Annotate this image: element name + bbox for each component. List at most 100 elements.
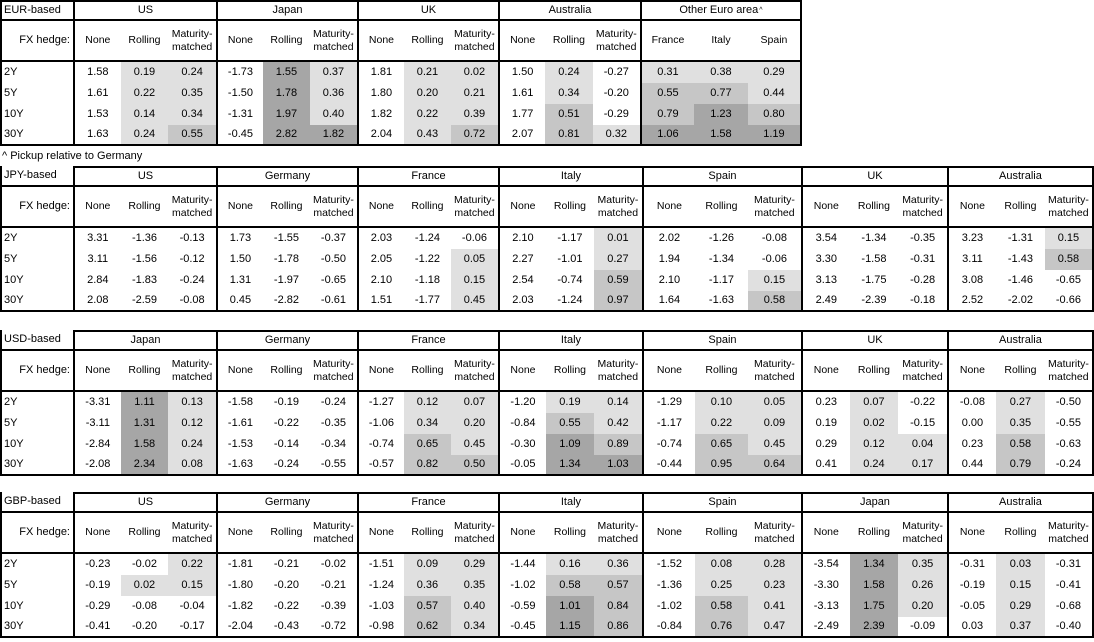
value-cell: 0.35 bbox=[168, 83, 216, 104]
value-cell: -0.04 bbox=[179, 600, 205, 613]
value-cell: -0.19 bbox=[273, 396, 299, 409]
value-cell: 3.31 bbox=[73, 228, 121, 249]
value-cell: 0.57 bbox=[403, 596, 451, 617]
value-cell: -0.40 bbox=[1044, 617, 1094, 638]
col-header: Maturity-matched bbox=[168, 187, 216, 228]
country-header: US bbox=[73, 166, 216, 187]
value-cell: 0.15 bbox=[168, 575, 216, 596]
value-cell: 0.12 bbox=[403, 392, 451, 413]
col-header: None bbox=[73, 187, 121, 228]
value-cell: 2.34 bbox=[120, 455, 169, 476]
col-header: Rolling bbox=[995, 513, 1045, 554]
country-header: Italy bbox=[497, 166, 642, 187]
value-cell: 0.40 bbox=[309, 104, 357, 125]
value-cell: 3.23 bbox=[946, 228, 996, 249]
value-cell: 0.86 bbox=[593, 617, 642, 638]
value-cell: 0.44 bbox=[946, 455, 996, 476]
value-cell: -1.27 bbox=[356, 392, 404, 413]
col-header: Rolling bbox=[545, 513, 594, 554]
col-header: Maturity-matched bbox=[309, 351, 357, 392]
country-header: Japan bbox=[73, 330, 216, 351]
col-header: Maturity-matched bbox=[168, 513, 216, 554]
value-cell: -0.72 bbox=[309, 617, 357, 638]
value-cell: -1.53 bbox=[215, 434, 263, 455]
value-cell: 0.24 bbox=[849, 455, 899, 476]
value-cell: 0.13 bbox=[168, 392, 216, 413]
value-cell: -1.31 bbox=[1007, 232, 1033, 245]
value-cell: 0.39 bbox=[450, 104, 498, 125]
value-cell: 0.08 bbox=[168, 455, 216, 476]
value-cell: -1.36 bbox=[641, 575, 695, 596]
value-cell: -0.84 bbox=[641, 617, 695, 638]
value-cell: -0.22 bbox=[273, 600, 299, 613]
col-header: None bbox=[800, 187, 850, 228]
value-cell: 0.23 bbox=[800, 392, 850, 413]
col-header: Maturity-matched bbox=[898, 513, 947, 554]
value-cell: 0.95 bbox=[694, 455, 748, 476]
value-cell: 0.09 bbox=[747, 413, 801, 434]
value-cell: -0.29 bbox=[73, 596, 121, 617]
value-cell: -0.13 bbox=[179, 232, 205, 245]
col-header: None bbox=[800, 351, 850, 392]
col-header: None bbox=[73, 513, 121, 554]
value-cell: 1.77 bbox=[497, 104, 545, 125]
col-header: Rolling bbox=[403, 21, 451, 62]
country-header: Australia bbox=[946, 492, 1094, 513]
value-cell: 0.02 bbox=[849, 413, 899, 434]
col-header: Maturity-matched bbox=[593, 187, 642, 228]
value-cell: -0.08 bbox=[946, 392, 996, 413]
value-cell: 0.77 bbox=[693, 83, 748, 104]
country-header: Italy bbox=[497, 330, 642, 351]
value-cell: -0.61 bbox=[309, 291, 357, 312]
value-cell: -0.20 bbox=[273, 579, 299, 592]
country-header: Italy bbox=[497, 492, 642, 513]
col-header: None bbox=[73, 351, 121, 392]
footnote: ^ Pickup relative to Germany bbox=[2, 150, 143, 162]
value-cell: 0.97 bbox=[593, 291, 642, 312]
value-cell: -0.84 bbox=[497, 413, 546, 434]
col-header: Maturity-matched bbox=[309, 21, 357, 62]
col-header: Maturity-matched bbox=[898, 187, 947, 228]
value-cell: 0.21 bbox=[403, 62, 451, 83]
value-cell: -0.55 bbox=[1045, 413, 1094, 434]
value-cell: 0.03 bbox=[995, 554, 1045, 575]
value-cell: 1.58 bbox=[73, 62, 121, 83]
value-cell: 2.82 bbox=[262, 125, 310, 146]
base-label: GBP-based bbox=[0, 492, 73, 513]
value-cell: 0.40 bbox=[450, 596, 498, 617]
value-cell: 0.35 bbox=[898, 554, 947, 575]
col-header: Maturity-matched bbox=[450, 351, 498, 392]
value-cell: 2.52 bbox=[946, 291, 996, 312]
col-header: Maturity-matched bbox=[309, 513, 357, 554]
value-cell: 2.54 bbox=[497, 270, 546, 291]
value-cell: 0.38 bbox=[693, 62, 748, 83]
value-cell: 0.28 bbox=[747, 554, 801, 575]
col-header: None bbox=[215, 513, 263, 554]
value-cell: -1.17 bbox=[641, 413, 695, 434]
value-cell: 1.94 bbox=[641, 249, 695, 270]
col-header: Maturity-matched bbox=[1044, 187, 1094, 228]
value-cell: 0.19 bbox=[545, 392, 594, 413]
value-cell: 1.61 bbox=[497, 83, 545, 104]
value-cell: -3.54 bbox=[800, 554, 850, 575]
col-header: None bbox=[356, 187, 404, 228]
value-cell: -2.39 bbox=[849, 291, 899, 312]
value-cell: -2.04 bbox=[215, 617, 263, 638]
value-cell: -0.63 bbox=[1045, 434, 1094, 455]
value-cell: 0.05 bbox=[450, 249, 498, 270]
value-cell: -1.75 bbox=[861, 274, 887, 287]
col-header: Rolling bbox=[262, 21, 310, 62]
col-header: None bbox=[356, 513, 404, 554]
value-cell: -0.21 bbox=[320, 579, 346, 592]
value-cell: -1.24 bbox=[414, 232, 440, 245]
col-header: Maturity-matched bbox=[593, 513, 642, 554]
value-cell: -1.22 bbox=[414, 253, 440, 266]
col-header: Rolling bbox=[849, 513, 899, 554]
value-cell: 1.58 bbox=[849, 575, 899, 596]
fx-hedge-label: FX hedge: bbox=[0, 351, 73, 392]
value-cell: -0.59 bbox=[497, 596, 546, 617]
col-header: None bbox=[641, 351, 695, 392]
value-cell: 1.80 bbox=[356, 83, 404, 104]
value-cell: 1.75 bbox=[849, 596, 899, 617]
value-cell: -0.98 bbox=[356, 617, 404, 638]
